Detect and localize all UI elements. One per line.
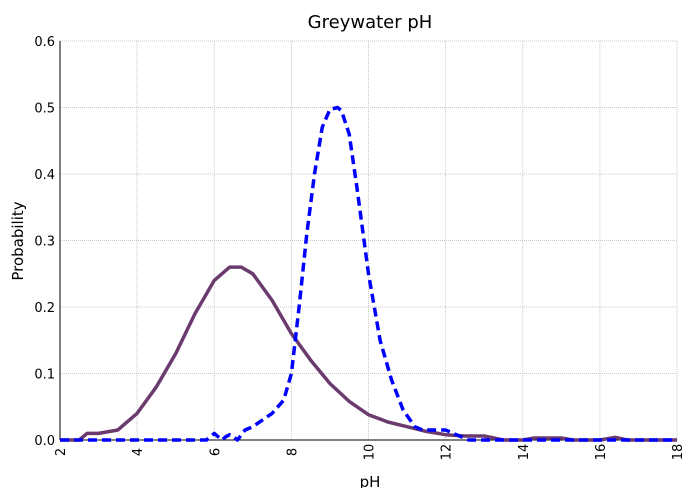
grid	[59, 40, 678, 441]
y-tick-label: 0.5	[34, 102, 55, 117]
y-axis-label: Probability	[9, 201, 27, 280]
x-tick-labels: 2 4 6 8 10 12 14 16 18	[54, 444, 685, 461]
x-tick-label: 18	[671, 444, 685, 461]
x-tick-label: 14	[517, 444, 532, 461]
x-tick-label: 6	[208, 448, 223, 456]
x-axis-label: pH	[360, 473, 381, 488]
x-tick-label: 8	[285, 448, 300, 456]
y-tick-label: 0.3	[34, 235, 55, 250]
y-tick-label: 0.0	[34, 434, 55, 449]
y-tick-label: 0.6	[34, 35, 55, 50]
y-tick-label: 0.2	[34, 301, 55, 316]
y-tick-label: 0.1	[34, 368, 55, 383]
x-tick-label: 16	[594, 444, 609, 461]
series	[60, 105, 677, 442]
x-tick-label: 2	[54, 448, 69, 456]
chart-title: Greywater pH	[308, 12, 433, 33]
x-tick-label: 12	[440, 444, 455, 461]
y-tick-label: 0.4	[34, 168, 55, 183]
y-tick-labels: 0.0 0.1 0.2 0.3 0.4 0.5 0.6	[34, 35, 55, 449]
x-tick-label: 10	[363, 444, 378, 461]
series-line-2	[60, 105, 677, 442]
x-tick-label: 4	[131, 448, 146, 456]
